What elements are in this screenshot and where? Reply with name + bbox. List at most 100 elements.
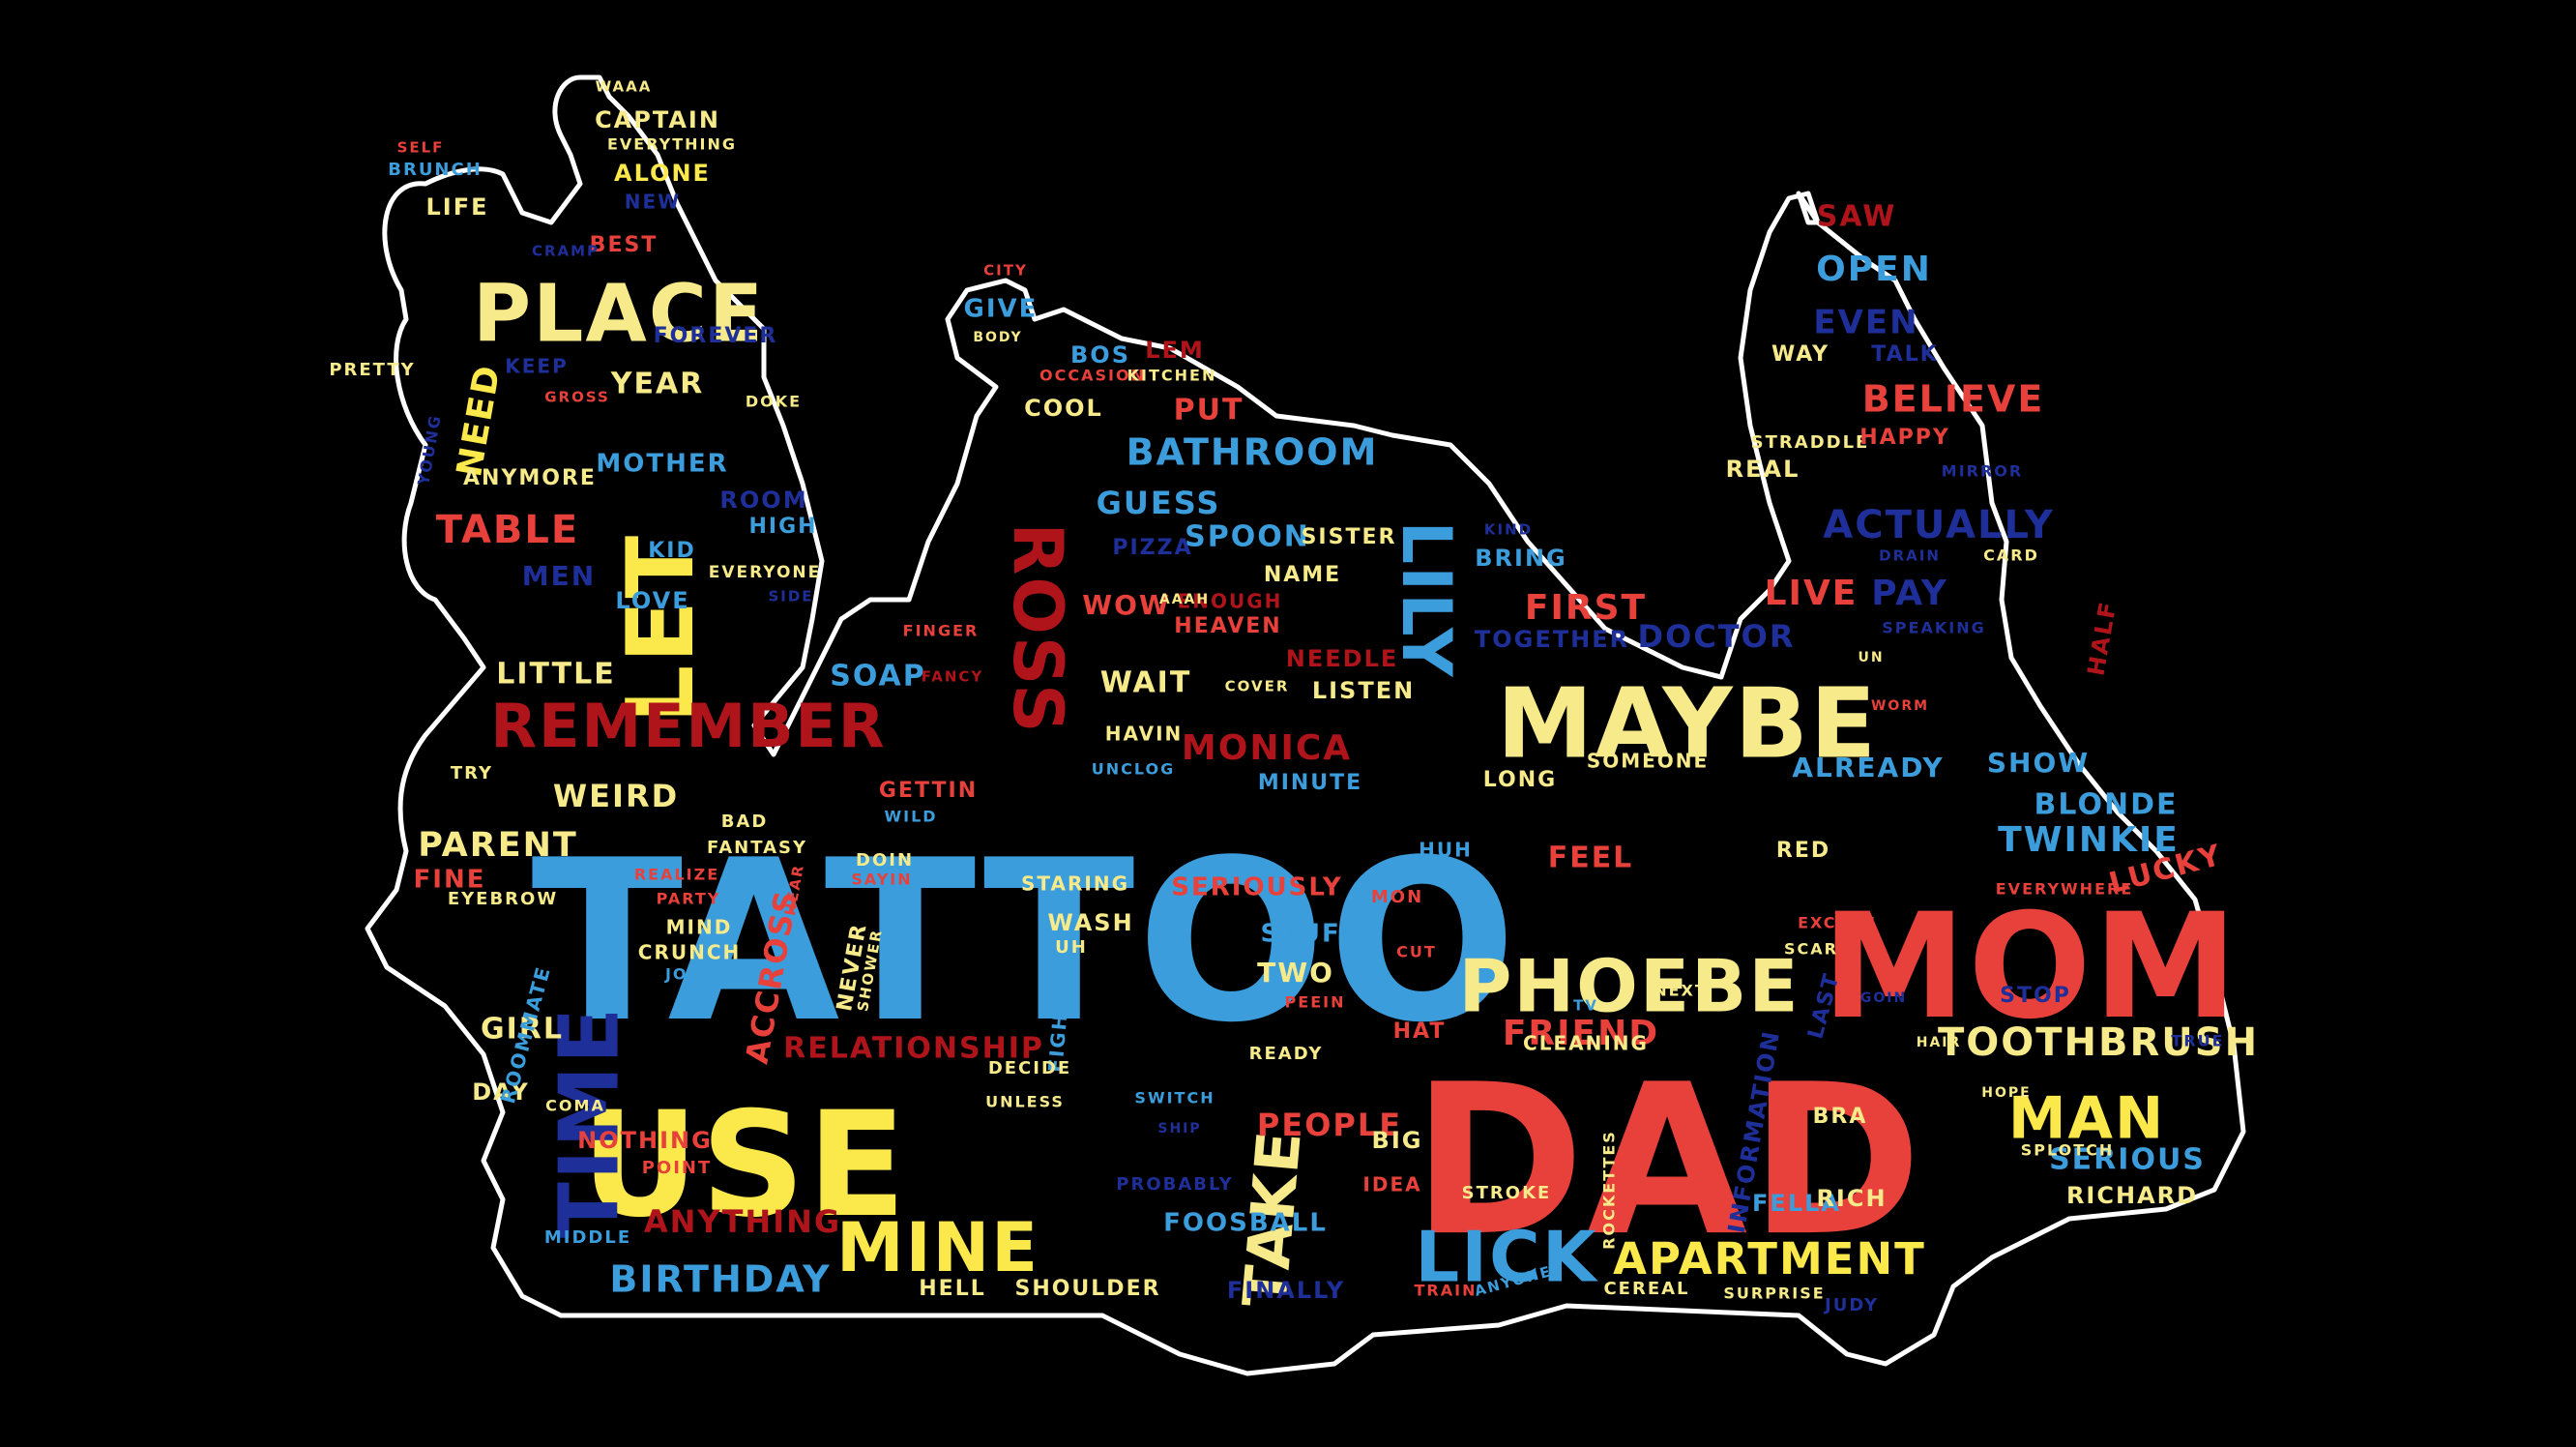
word-stuff: STUFF <box>1260 920 1360 949</box>
word-heaven: HEAVEN <box>1174 614 1281 638</box>
word-bring: BRING <box>1475 545 1567 572</box>
word-fancy: FANCY <box>922 668 984 686</box>
word-people: PEOPLE <box>1257 1107 1402 1143</box>
word-middle: MIDDLE <box>544 1227 631 1248</box>
word-cereal: CEREAL <box>1603 1279 1689 1299</box>
word-worm: WORM <box>1871 698 1929 714</box>
word-cool: COOL <box>1024 395 1103 422</box>
word-anymore: ANYMORE <box>463 466 597 490</box>
word-richard: RICHARD <box>2066 1182 2198 1209</box>
word-aaah: AAAH <box>1159 592 1210 607</box>
word-room: ROOM <box>719 487 807 514</box>
word-gross: GROSS <box>544 389 610 406</box>
word-surprise: SURPRISE <box>1723 1285 1825 1303</box>
word-rockettes: ROCKETTES <box>1600 1130 1619 1250</box>
word-point: POINT <box>642 1158 713 1178</box>
word-side: SIDE <box>768 588 813 605</box>
word-train: TRAIN <box>1415 1282 1478 1300</box>
word-waaa: WAAA <box>596 78 653 96</box>
word-bos: BOS <box>1070 341 1130 369</box>
word-un: UN <box>1858 650 1884 665</box>
word-unless: UNLESS <box>985 1093 1065 1111</box>
word-sister: SISTER <box>1302 525 1397 549</box>
word-fella: FELLA <box>1752 1190 1841 1217</box>
word-parent: PARENT <box>418 826 578 865</box>
word-fantasy: FANTASY <box>707 838 807 858</box>
word-doke: DOKE <box>746 393 802 411</box>
word-girl: GIRL <box>481 1013 564 1047</box>
word-life: LIFE <box>425 193 488 221</box>
word-bra: BRA <box>1813 1105 1868 1129</box>
word-even: EVEN <box>1813 304 1918 342</box>
word-bad: BAD <box>721 812 769 832</box>
word-mirror: MIRROR <box>1942 462 2023 481</box>
word-fine: FINE <box>414 866 486 895</box>
word-shoulder: SHOULDER <box>1014 1277 1160 1301</box>
word-live: LIVE <box>1765 574 1859 613</box>
word-wash: WASH <box>1047 909 1133 936</box>
word-everyone: EVERYONE <box>709 563 822 582</box>
word-twinkie: TWINKIE <box>1998 820 2180 860</box>
word-mine: MINE <box>836 1208 1039 1287</box>
word-pretty: PRETTY <box>329 360 415 380</box>
word-scar: SCAR <box>1784 940 1838 959</box>
word-captain: CAPTAIN <box>595 106 720 133</box>
word-long: LONG <box>1483 768 1557 792</box>
word-wait: WAIT <box>1100 666 1192 700</box>
word-bathroom: BATHROOM <box>1127 431 1379 474</box>
word-excuse: EXCUSE <box>1798 914 1877 932</box>
word-actually: ACTUALLY <box>1823 503 2055 547</box>
word-crunch: CRUNCH <box>638 941 741 964</box>
word-open: OPEN <box>1816 250 1932 289</box>
word-forever: FOREVER <box>654 324 778 348</box>
word-toothbrush: TOOTHBRUSH <box>1938 1020 2259 1065</box>
word-card: CARD <box>1983 546 2039 565</box>
word-switch: SWITCH <box>1134 1089 1215 1107</box>
word-guess: GUESS <box>1097 485 1221 521</box>
word-rich: RICH <box>1816 1185 1887 1212</box>
word-peein: PEEIN <box>1285 993 1346 1012</box>
word-soap: SOAP <box>830 660 926 694</box>
word-stroke: STROKE <box>1462 1183 1552 1203</box>
word-splotch: SPLOTCH <box>2021 1141 2115 1160</box>
word-straddle: STRADDLE <box>1751 432 1870 453</box>
word-place: PLACE <box>473 268 765 360</box>
word-saw: SAW <box>1817 200 1897 234</box>
word-two: TWO <box>1257 957 1334 989</box>
word-gettin: GETTIN <box>879 779 978 803</box>
word-cleaning: CLEANING <box>1523 1032 1649 1055</box>
word-nothing: NOTHING <box>577 1127 713 1154</box>
word-eyebrow: EYEBROW <box>448 889 558 909</box>
word-apartment: APARTMENT <box>1613 1233 1926 1285</box>
word-speaking: SPEAKING <box>1882 619 1985 637</box>
word-doctor: DOCTOR <box>1638 618 1796 655</box>
word-everything: EVERYTHING <box>607 135 737 154</box>
word-day: DAY <box>472 1078 530 1106</box>
word-feel: FEEL <box>1548 842 1634 875</box>
word-time: TIME <box>542 1006 637 1238</box>
word-lick: LICK <box>1415 1217 1598 1298</box>
word-mother: MOTHER <box>596 450 728 479</box>
word-first: FIRST <box>1525 588 1647 628</box>
word-tattoo: TATTOO <box>531 813 1518 1072</box>
word-let: LET <box>608 534 715 724</box>
word-weird: WEIRD <box>553 778 679 814</box>
word-use: USE <box>581 1081 908 1250</box>
word-kid: KID <box>648 539 696 563</box>
word-sayin: SAYIN <box>851 871 912 889</box>
word-body: BODY <box>973 330 1022 345</box>
word-hat: HAT <box>1393 1019 1447 1044</box>
word-new: NEW <box>625 191 681 214</box>
word-uh: UH <box>1055 937 1088 958</box>
word-remember: REMEMBER <box>490 691 886 761</box>
word-idea: IDEA <box>1362 1173 1421 1196</box>
word-big: BIG <box>1372 1127 1423 1154</box>
word-year: YEAR <box>610 368 705 401</box>
word-goin: GOIN <box>1860 990 1907 1006</box>
word-way: WAY <box>1771 342 1830 367</box>
word-listen: LISTEN <box>1312 677 1415 704</box>
word-talk: TALK <box>1871 342 1938 367</box>
word-mind: MIND <box>666 916 733 939</box>
